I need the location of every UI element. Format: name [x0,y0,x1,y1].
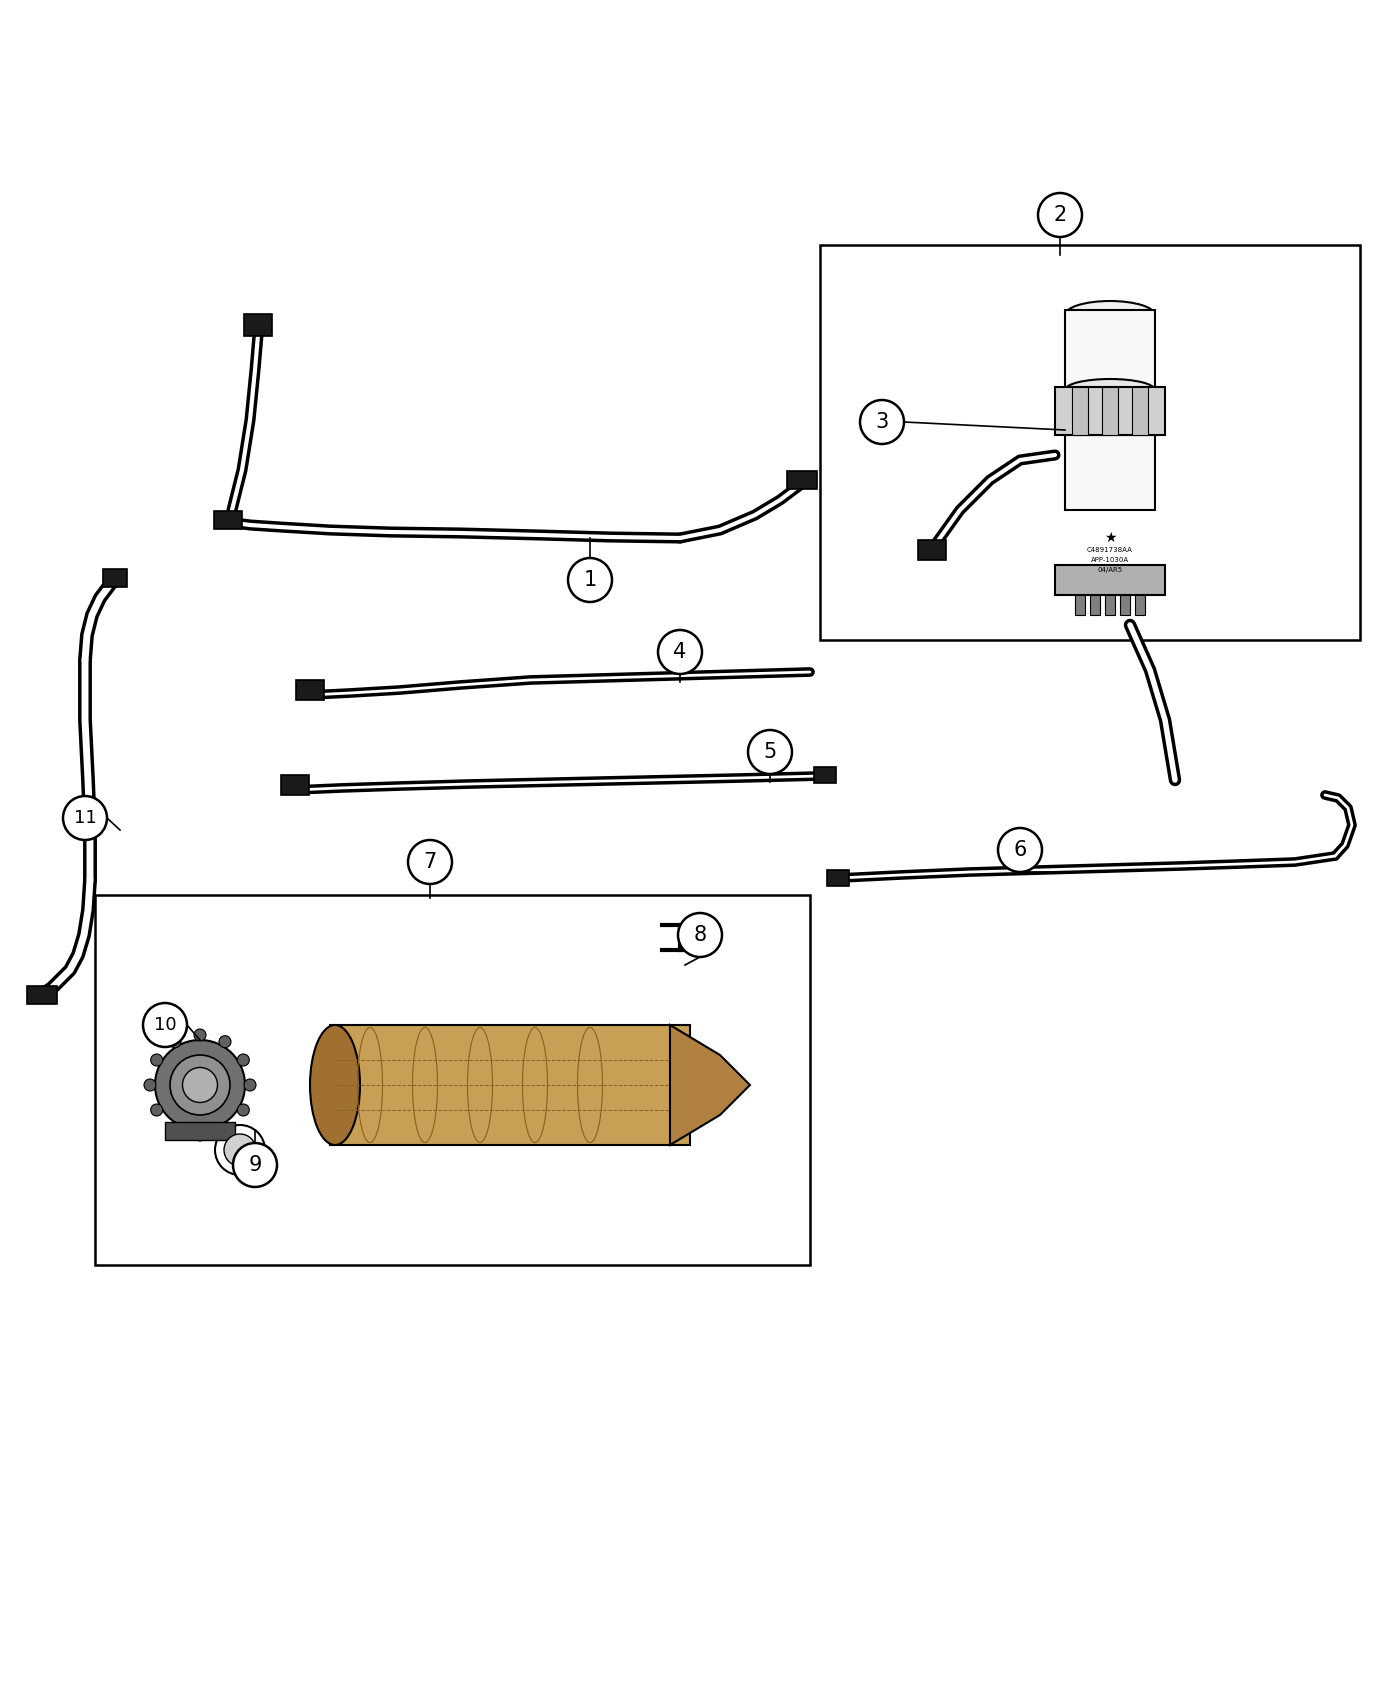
FancyBboxPatch shape [1135,595,1145,615]
Ellipse shape [169,1122,181,1134]
Ellipse shape [155,1040,245,1131]
Ellipse shape [195,1028,206,1040]
Text: 10: 10 [154,1017,176,1034]
Text: C4891738AA: C4891738AA [1086,547,1133,552]
Text: 2: 2 [1053,206,1067,224]
Circle shape [860,400,904,444]
FancyBboxPatch shape [214,512,242,529]
FancyBboxPatch shape [1105,595,1114,615]
Text: 4: 4 [673,643,686,661]
Circle shape [1037,194,1082,236]
FancyBboxPatch shape [295,680,323,700]
FancyBboxPatch shape [1102,388,1119,435]
Ellipse shape [169,1035,181,1047]
FancyBboxPatch shape [27,986,57,1005]
FancyBboxPatch shape [1075,595,1085,615]
Circle shape [658,631,701,673]
FancyBboxPatch shape [1133,388,1148,435]
FancyBboxPatch shape [813,767,836,784]
FancyBboxPatch shape [1072,388,1088,435]
Circle shape [143,1003,188,1047]
FancyBboxPatch shape [281,775,309,796]
FancyBboxPatch shape [1056,388,1165,435]
Text: 6: 6 [1014,840,1026,860]
FancyBboxPatch shape [1065,435,1155,510]
FancyBboxPatch shape [787,471,818,490]
Text: 11: 11 [74,809,97,826]
FancyBboxPatch shape [330,1025,690,1146]
Ellipse shape [244,1080,256,1091]
Ellipse shape [151,1054,162,1066]
Ellipse shape [195,1129,206,1141]
FancyBboxPatch shape [820,245,1359,639]
Ellipse shape [1065,301,1155,330]
Ellipse shape [218,1035,231,1047]
Ellipse shape [309,1025,360,1146]
Circle shape [232,1142,277,1187]
Text: 9: 9 [248,1154,262,1175]
Ellipse shape [169,1056,230,1115]
FancyBboxPatch shape [1056,564,1165,595]
Ellipse shape [1065,379,1155,401]
FancyBboxPatch shape [1120,595,1130,615]
FancyBboxPatch shape [244,314,272,337]
Ellipse shape [238,1054,249,1066]
FancyBboxPatch shape [918,541,946,559]
Text: 5: 5 [763,741,777,762]
Text: 1: 1 [584,570,596,590]
FancyBboxPatch shape [1065,309,1155,389]
FancyBboxPatch shape [95,894,811,1265]
Text: 3: 3 [875,411,889,432]
Text: 7: 7 [423,852,437,872]
Circle shape [998,828,1042,872]
FancyBboxPatch shape [1091,595,1100,615]
Ellipse shape [238,1103,249,1115]
Circle shape [63,796,106,840]
Polygon shape [671,1025,750,1146]
Text: 04/AR5: 04/AR5 [1098,568,1123,573]
Circle shape [748,729,792,774]
Circle shape [407,840,452,884]
Text: ★: ★ [1103,530,1116,546]
FancyBboxPatch shape [165,1122,235,1141]
Ellipse shape [182,1068,217,1103]
Text: 8: 8 [693,925,707,945]
Circle shape [568,558,612,602]
Ellipse shape [216,1125,265,1175]
Ellipse shape [151,1103,162,1115]
FancyBboxPatch shape [104,570,127,586]
Ellipse shape [144,1080,155,1091]
Ellipse shape [224,1134,256,1166]
FancyBboxPatch shape [827,870,848,886]
Text: APP-1030A: APP-1030A [1091,558,1128,563]
Circle shape [678,913,722,957]
Ellipse shape [218,1122,231,1134]
